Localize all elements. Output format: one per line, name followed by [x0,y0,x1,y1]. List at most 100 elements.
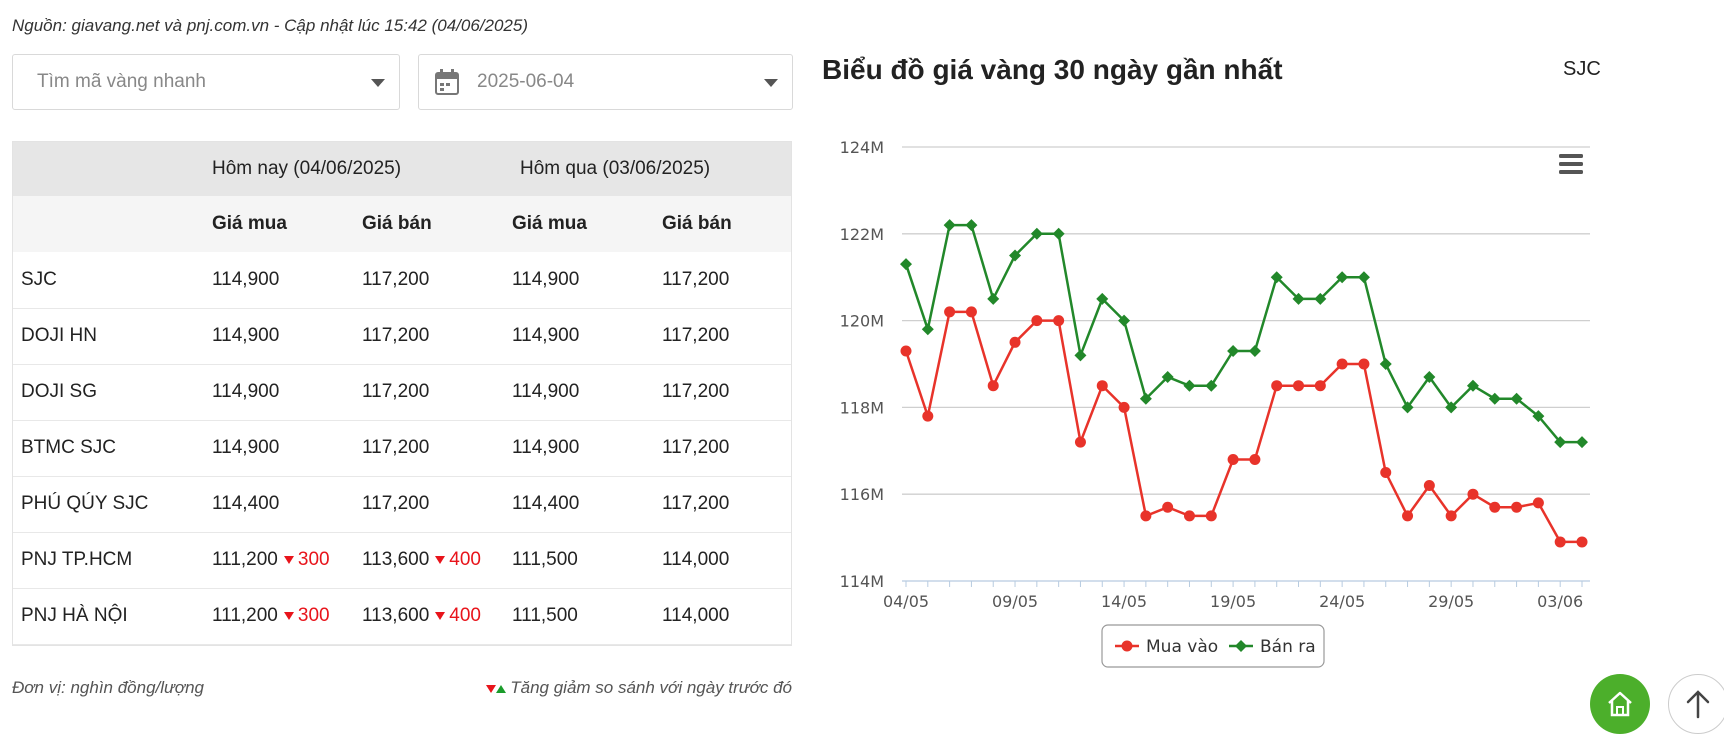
data-point [1314,380,1326,392]
today-sell: 117,200 [362,420,512,476]
gold-name-value: DOJI SG [21,381,98,402]
down-triangle-icon [435,611,446,620]
today-sell-value: 113,600 [362,605,430,626]
scroll-top-button[interactable] [1668,674,1724,734]
legend-marker-buy [1121,640,1133,652]
source-note: Nguồn: giavang.net và pnj.com.vn - Cập n… [12,16,529,35]
yesterday-buy-value: 111,500 [512,549,578,570]
gold-code-search-select[interactable]: Tìm mã vàng nhanh [12,54,400,110]
table-row: PNJ HÀ NỘI 111,200 300 113,600 400 111,500 114… [12,588,792,644]
yesterday-buy: 111,500 [512,532,662,588]
today-sell-value: 117,200 [362,325,430,346]
data-point [1053,315,1065,327]
data-point [1380,467,1392,478]
gold-name: PNJ TP.HCM [12,532,212,588]
data-point [1445,401,1458,414]
gold-name-value: BTMC SJC [21,437,116,458]
data-point [1052,227,1065,240]
today-sell: 117,200 [362,364,512,420]
chevron-down-icon [371,79,385,87]
hamburger-menu-icon[interactable] [1559,154,1583,174]
today-buy-value: 111,200 [212,605,278,626]
data-point [987,380,999,392]
data-point [1532,410,1545,423]
gold-price-table: Hôm nay (04/06/2025) Hôm qua (03/06/2025… [12,141,792,645]
data-point [1096,292,1109,305]
price-change: 300 [297,605,330,626]
chart-legend [1101,624,1325,668]
yesterday-sell-value: 117,200 [662,268,730,290]
menu-bar [1559,162,1583,166]
today-sell-value: 117,200 [362,493,430,514]
yesterday-sell-header: Giá bán [662,213,732,234]
yesterday-buy: 111,500 [512,588,662,644]
x-tick-label: 04/05 [883,592,929,611]
data-point [1576,536,1588,548]
yesterday-sell: 114,000 [662,588,792,644]
data-point [1423,480,1435,492]
legend-label-buy: Mua vào [1146,637,1218,657]
x-tick-label: 24/05 [1319,592,1365,611]
data-point [1292,292,1305,305]
yesterday-sell-value: 117,200 [662,381,730,402]
today-sell-header: Giá bán [362,213,432,234]
table-row: DOJI HN 114,900 117,200 114,900 117,200 [12,308,792,364]
data-point [987,292,1000,305]
data-point [1140,510,1152,522]
search-placeholder: Tìm mã vàng nhanh [37,71,206,92]
table-header-dates: Hôm nay (04/06/2025) Hôm qua (03/06/2025… [12,141,792,196]
x-tick-label: 09/05 [992,592,1038,611]
data-point [1183,379,1196,392]
gold-name-value: PNJ TP.HCM [21,549,133,570]
gold-name-value: SJC [21,268,57,290]
data-point [965,306,977,318]
data-point [1227,453,1239,465]
data-point [1205,379,1218,392]
today-sell: 113,600 400 [362,588,512,644]
data-point [1227,344,1240,357]
data-point [1466,379,1479,392]
data-point [900,345,912,357]
data-point [1402,510,1414,522]
price-change: 300 [297,549,330,570]
data-point [1554,436,1567,449]
data-point [1510,392,1523,405]
data-point [1488,392,1501,405]
today-buy: 111,200 300 [212,588,362,644]
home-button[interactable] [1590,674,1650,734]
data-point [1009,336,1021,348]
table-header-columns: Giá mua Giá bán Giá mua Giá bán [12,196,792,252]
header-empty [12,141,212,196]
gold-name: PNJ HÀ NỘI [12,588,212,644]
price-change: 400 [449,605,481,626]
today-buy-value: 111,200 [212,549,278,570]
data-point [1031,315,1043,327]
data-point [1030,227,1043,240]
data-point [1511,501,1523,513]
today-sell-value: 117,200 [362,268,430,290]
yesterday-buy-value: 114,400 [512,493,580,514]
data-point [1357,271,1370,284]
today-sell-value: 117,200 [362,437,430,458]
yesterday-buy: 114,900 [512,364,662,420]
x-tick-label: 14/05 [1101,592,1147,611]
data-point [922,410,934,422]
y-tick-label: 120M [840,312,884,331]
yesterday-sell-value: 117,200 [662,437,730,458]
date-value: 2025-06-04 [477,71,575,92]
data-point [1554,536,1566,548]
yesterday-sell: 117,200 [662,252,792,308]
yesterday-sell-value: 114,000 [662,605,730,626]
down-triangle-icon [283,611,294,620]
data-point [1358,358,1370,370]
chart-gold-code[interactable]: SJC [1563,58,1601,80]
data-point [1401,401,1414,414]
today-sell: 113,600 400 [362,532,512,588]
data-point [1576,436,1588,449]
table-row: BTMC SJC 114,900 117,200 114,900 117,200 [12,420,792,476]
y-tick-label: 124M [840,138,884,157]
x-tick-label: 19/05 [1210,592,1256,611]
date-picker[interactable]: 2025-06-04 [418,54,793,110]
yesterday-sell: 117,200 [662,476,792,532]
